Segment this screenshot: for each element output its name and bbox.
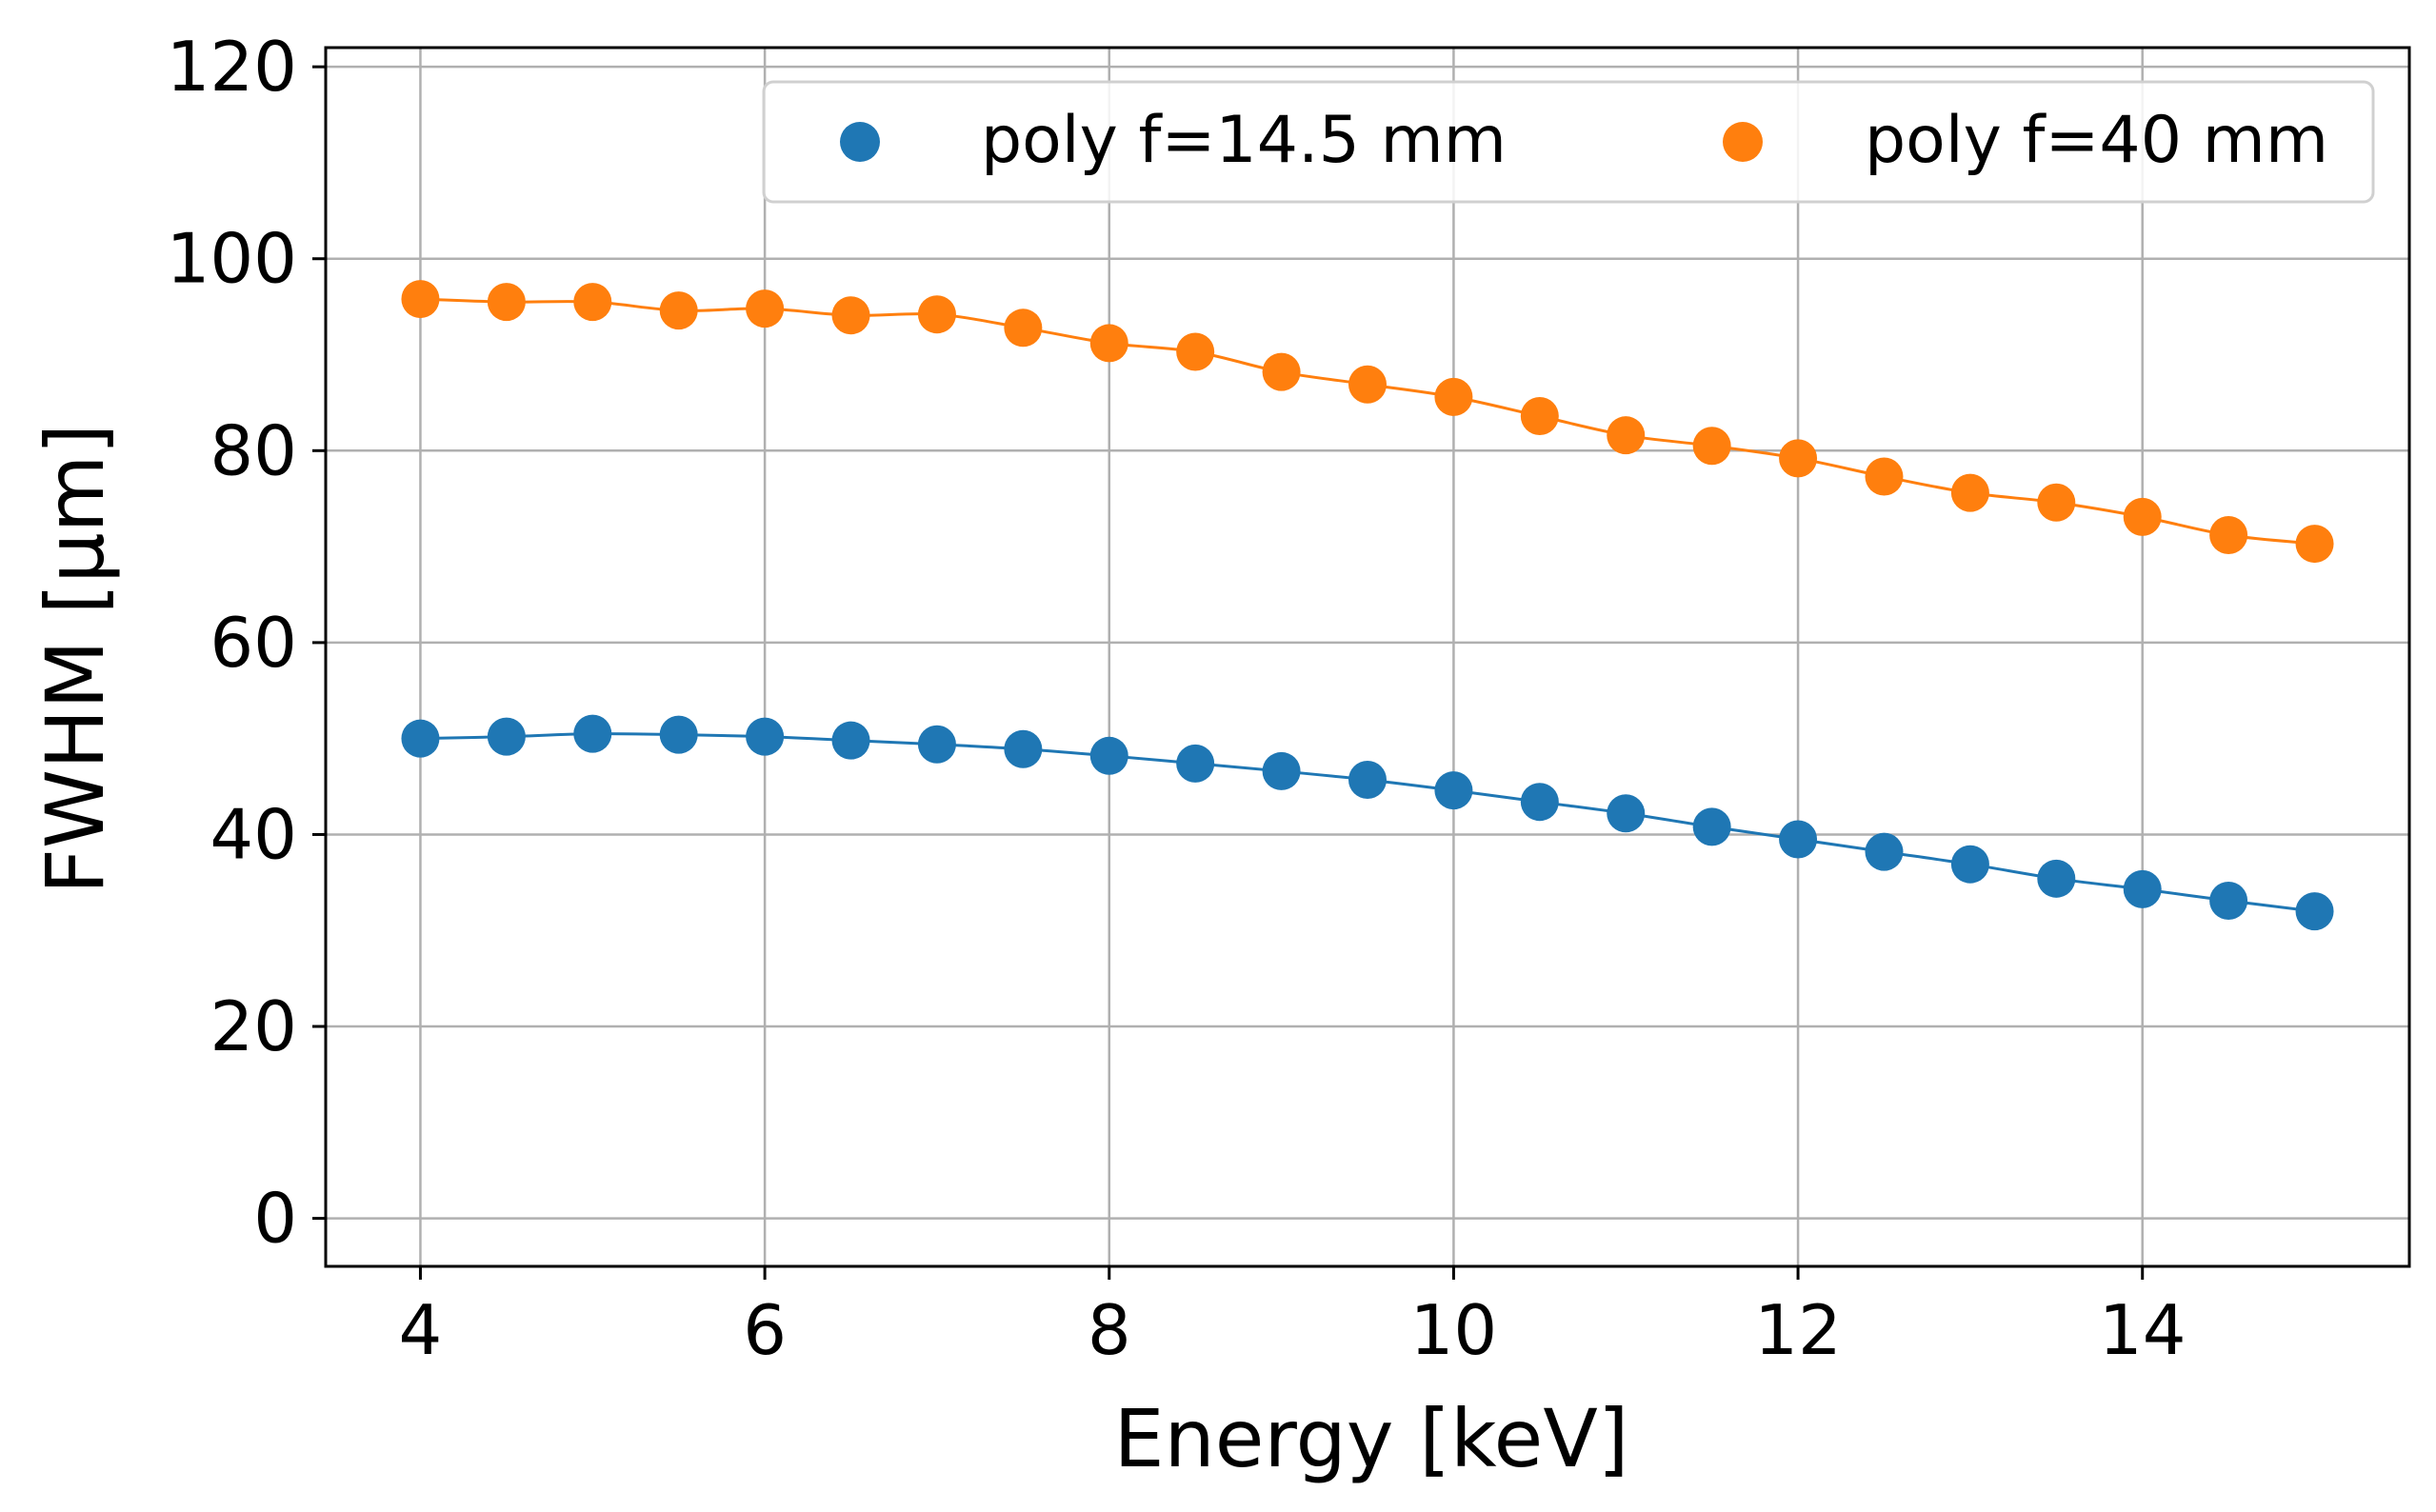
data-point [2209,882,2248,920]
data-point [2037,483,2076,522]
data-point [831,721,870,760]
data-point [401,719,440,758]
tick-layer: 4 6 8 10 12 14 0 20 40 60 80 100 120 [167,27,2186,1370]
data-point [1692,427,1731,466]
y-tick-label: 60 [210,603,297,683]
x-tick-label: 14 [2099,1290,2186,1370]
data-point [1004,729,1043,768]
data-point [1779,820,1818,859]
data-point [1262,751,1301,790]
data-point [2295,525,2334,564]
data-point [2209,516,2248,554]
y-axis-label: FWHM [µm] [29,424,122,895]
legend-label-poly-f40: poly f=40 mm [1865,103,2328,178]
data-point [659,715,698,754]
x-tick-label: 6 [743,1290,787,1370]
data-point [746,289,785,328]
data-point [487,283,526,322]
data-point [831,296,870,335]
y-tick-label: 80 [210,410,297,490]
data-point [1607,794,1646,833]
series-1 [401,280,2334,564]
x-tick-label: 4 [399,1290,443,1370]
data-point [1692,807,1731,846]
legend: poly f=14.5 mm poly f=40 mm [762,80,2375,204]
y-tick-label: 20 [210,986,297,1066]
data-point [1089,736,1128,775]
grid [326,48,2409,1266]
legend-label-poly-f14-5: poly f=14.5 mm [981,103,1507,178]
y-tick-label: 40 [210,794,297,874]
data-point [573,714,612,753]
data-point [487,717,526,756]
data-point [573,283,612,322]
series-0 [401,714,2334,931]
data-point [1262,352,1301,391]
data-point [401,280,440,319]
data-point [1176,744,1215,783]
data-point [2295,892,2334,931]
y-tick-label: 120 [167,27,297,107]
data-point [1176,332,1215,371]
data-point [2123,869,2162,908]
data-point [1950,473,1989,512]
y-tick-label: 100 [167,219,297,299]
data-point [1348,365,1387,404]
legend-frame [762,80,2375,204]
data-point [2123,497,2162,536]
data-point [1950,845,1989,884]
data-point [1520,783,1559,822]
legend-marker-poly-f40 [1723,122,1763,162]
x-tick-label: 12 [1754,1290,1842,1370]
data-point [2037,859,2076,898]
data-point [1865,457,1904,496]
data-point [1607,416,1646,455]
legend-marker-poly-f14-5 [840,122,880,162]
plot-frame [324,46,2411,1268]
data-point [1348,761,1387,800]
data-point [917,725,956,764]
data-point [1434,771,1473,810]
series-line [420,732,2315,913]
data-point [1089,324,1128,363]
data-point [1779,439,1818,478]
data-point [1865,832,1904,871]
x-axis-label: Energy [keV] [1113,1392,1628,1485]
data-point [1004,308,1043,348]
x-tick-label: 10 [1410,1290,1498,1370]
data-point [917,295,956,334]
data-point [746,717,785,756]
data-point [1520,397,1559,436]
data-point [659,291,698,330]
series-line [420,297,2315,546]
series-layer [401,280,2334,931]
x-tick-label: 8 [1088,1290,1131,1370]
data-point [1434,377,1473,416]
y-tick-label: 0 [253,1179,297,1259]
